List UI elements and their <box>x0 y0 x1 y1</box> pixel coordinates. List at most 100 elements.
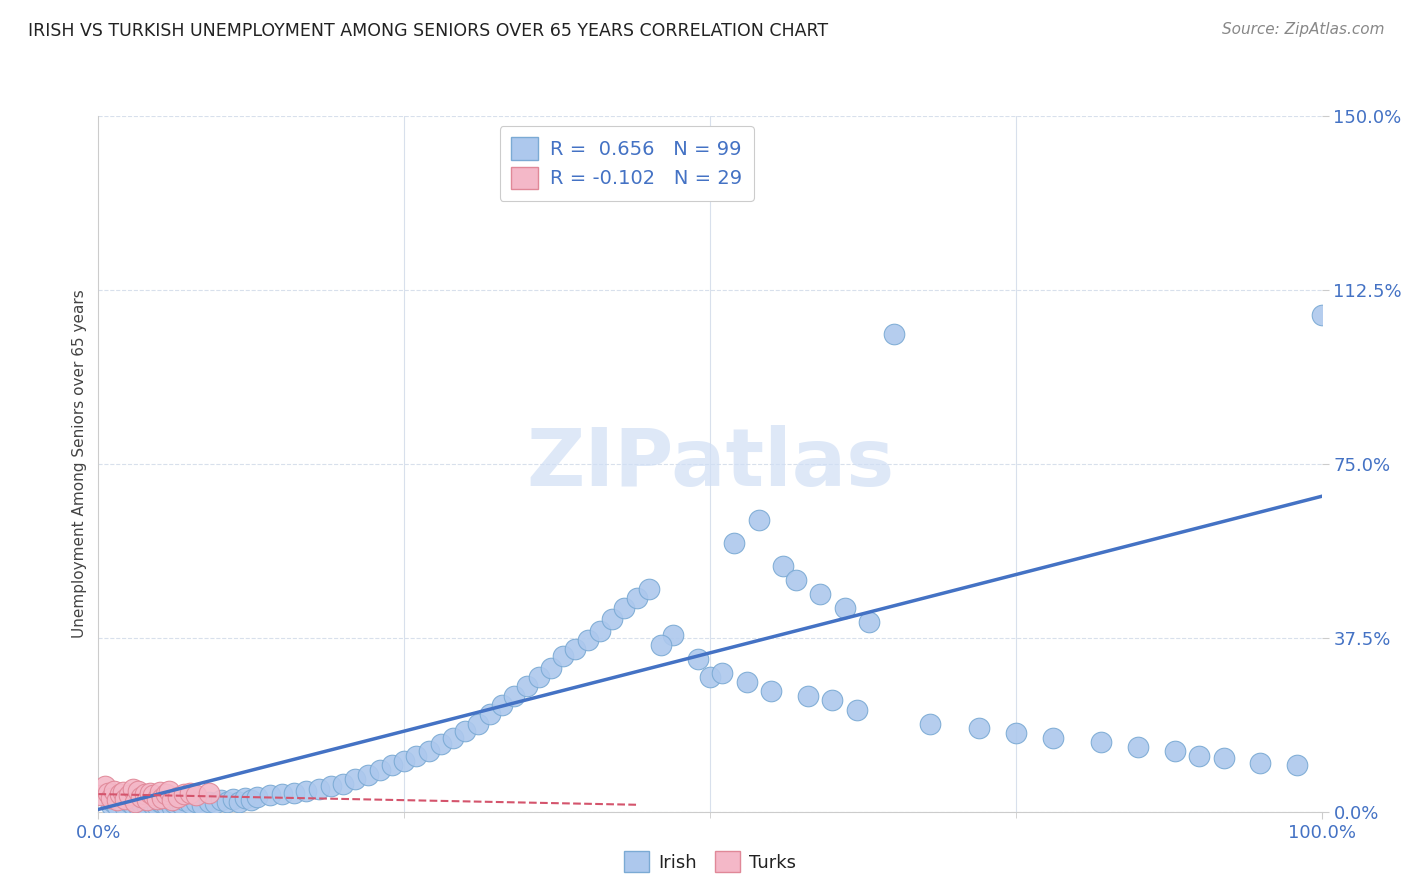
Point <box>576 633 599 648</box>
Point <box>129 797 152 811</box>
Point <box>319 779 342 793</box>
Point <box>121 781 143 796</box>
Point <box>124 796 146 810</box>
Point <box>233 790 256 805</box>
Point <box>516 680 538 694</box>
Point <box>114 791 136 805</box>
Point <box>735 674 758 689</box>
Point <box>105 793 128 807</box>
Point <box>821 693 844 707</box>
Point <box>160 793 183 807</box>
Point <box>711 665 734 680</box>
Point <box>381 758 404 772</box>
Point <box>491 698 513 712</box>
Point <box>858 615 880 629</box>
Point <box>155 797 177 812</box>
Point <box>146 791 169 805</box>
Point <box>430 738 453 752</box>
Point <box>1286 758 1309 772</box>
Point <box>170 797 193 812</box>
Point <box>797 689 820 703</box>
Point <box>589 624 612 638</box>
Point <box>441 731 464 745</box>
Point <box>146 799 169 814</box>
Point <box>1188 749 1211 764</box>
Point <box>246 789 269 804</box>
Point <box>600 612 623 626</box>
Point <box>967 721 990 735</box>
Text: IRISH VS TURKISH UNEMPLOYMENT AMONG SENIORS OVER 65 YEARS CORRELATION CHART: IRISH VS TURKISH UNEMPLOYMENT AMONG SENI… <box>28 22 828 40</box>
Point <box>392 754 416 768</box>
Point <box>808 587 831 601</box>
Point <box>110 787 132 801</box>
Point <box>179 786 201 800</box>
Point <box>228 795 250 809</box>
Point <box>197 786 219 800</box>
Point <box>761 684 783 698</box>
Point <box>478 707 501 722</box>
Point <box>1004 726 1026 740</box>
Point <box>167 796 190 810</box>
Point <box>699 670 721 684</box>
Point <box>540 661 562 675</box>
Point <box>155 787 177 801</box>
Point <box>127 784 149 798</box>
Point <box>405 749 427 764</box>
Point <box>179 797 201 811</box>
Point <box>723 535 745 549</box>
Point <box>157 784 180 798</box>
Point <box>167 789 190 804</box>
Point <box>1128 739 1150 754</box>
Point <box>222 791 245 805</box>
Point <box>105 799 128 814</box>
Y-axis label: Unemployment Among Seniors over 65 years: Unemployment Among Seniors over 65 years <box>72 290 87 638</box>
Point <box>332 777 354 791</box>
Point <box>124 791 146 805</box>
Point <box>114 800 136 814</box>
Point <box>1042 731 1064 745</box>
Point <box>209 793 232 807</box>
Point <box>467 716 489 731</box>
Point <box>686 651 709 665</box>
Point <box>920 716 942 731</box>
Text: ZIPatlas: ZIPatlas <box>526 425 894 503</box>
Point <box>142 797 165 812</box>
Point <box>100 790 122 805</box>
Point <box>785 573 807 587</box>
Point <box>160 800 183 814</box>
Point <box>1310 309 1333 323</box>
Point <box>259 789 281 803</box>
Point <box>356 767 378 781</box>
Point <box>454 723 477 738</box>
Point <box>136 800 159 814</box>
Point <box>150 790 173 805</box>
Point <box>173 793 195 807</box>
Point <box>650 638 672 652</box>
Point <box>368 763 391 777</box>
Point <box>127 799 149 814</box>
Point <box>186 796 208 810</box>
Point <box>100 797 122 812</box>
Point <box>118 789 141 803</box>
Point <box>418 744 440 758</box>
Point <box>204 797 226 811</box>
Point <box>283 786 305 800</box>
Point <box>101 796 124 810</box>
Point <box>295 784 318 798</box>
Point <box>662 628 685 642</box>
Point <box>173 787 195 801</box>
Point <box>344 772 367 787</box>
Point <box>129 789 152 804</box>
Point <box>240 793 263 807</box>
Point <box>93 779 115 793</box>
Point <box>215 796 238 810</box>
Point <box>613 600 636 615</box>
Point <box>150 797 173 811</box>
Point <box>553 649 575 664</box>
Point <box>564 642 586 657</box>
Point <box>191 797 214 812</box>
Point <box>134 787 156 801</box>
Point <box>637 582 661 596</box>
Point <box>772 558 794 573</box>
Point <box>136 793 159 807</box>
